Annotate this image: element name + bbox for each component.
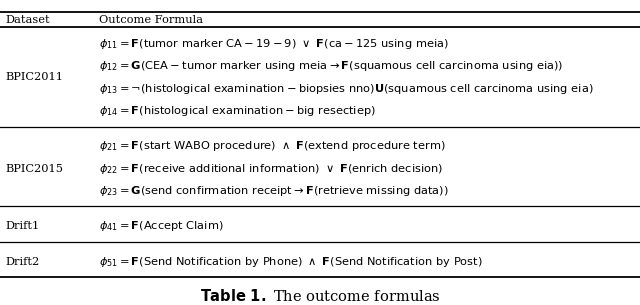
Text: Outcome Formula: Outcome Formula — [99, 15, 204, 25]
Text: $\phi_{41} = \mathbf{F}(\mathrm{Accept\ Claim})$: $\phi_{41} = \mathbf{F}(\mathrm{Accept\ … — [99, 219, 224, 233]
Text: BPIC2015: BPIC2015 — [5, 163, 63, 174]
Text: $\phi_{12} = \mathbf{G}(\mathrm{CEA} - \mathrm{tumor\ marker\ using\ meia} \righ: $\phi_{12} = \mathbf{G}(\mathrm{CEA} - \… — [99, 59, 563, 73]
Text: Dataset: Dataset — [5, 15, 50, 25]
Text: $\phi_{13} = \neg(\mathrm{histological\ examination} - \mathrm{biopsies\ nno})\m: $\phi_{13} = \neg(\mathrm{histological\ … — [99, 82, 594, 95]
Text: $\phi_{22} = \mathbf{F}(\mathrm{receive\ additional\ information})\ \vee\ \mathb: $\phi_{22} = \mathbf{F}(\mathrm{receive\… — [99, 162, 443, 175]
Text: BPIC2011: BPIC2011 — [5, 73, 63, 82]
Text: $\phi_{21} = \mathbf{F}(\mathrm{start\ WABO\ procedure})\ \wedge\ \mathbf{F}(\ma: $\phi_{21} = \mathbf{F}(\mathrm{start\ W… — [99, 139, 446, 153]
Text: Drift2: Drift2 — [5, 257, 40, 267]
Text: $\phi_{51} = \mathbf{F}(\mathrm{Send\ Notification\ by\ Phone})\ \wedge\ \mathbf: $\phi_{51} = \mathbf{F}(\mathrm{Send\ No… — [99, 255, 483, 268]
Text: $\phi_{23} = \mathbf{G}(\mathrm{send\ confirmation\ receipt} \rightarrow \mathbf: $\phi_{23} = \mathbf{G}(\mathrm{send\ co… — [99, 184, 449, 198]
Text: $\phi_{14} = \mathbf{F}(\mathrm{histological\ examination} - \mathrm{big\ resect: $\phi_{14} = \mathbf{F}(\mathrm{histolog… — [99, 104, 376, 118]
Text: $\phi_{11} = \mathbf{F}(\mathrm{tumor\ marker\ CA} - 19 - 9)\ \vee\ \mathbf{F}(\: $\phi_{11} = \mathbf{F}(\mathrm{tumor\ m… — [99, 37, 449, 51]
Text: Drift1: Drift1 — [5, 221, 40, 231]
Text: $\mathbf{Table\ 1.}$ The outcome formulas: $\mathbf{Table\ 1.}$ The outcome formula… — [200, 288, 440, 304]
